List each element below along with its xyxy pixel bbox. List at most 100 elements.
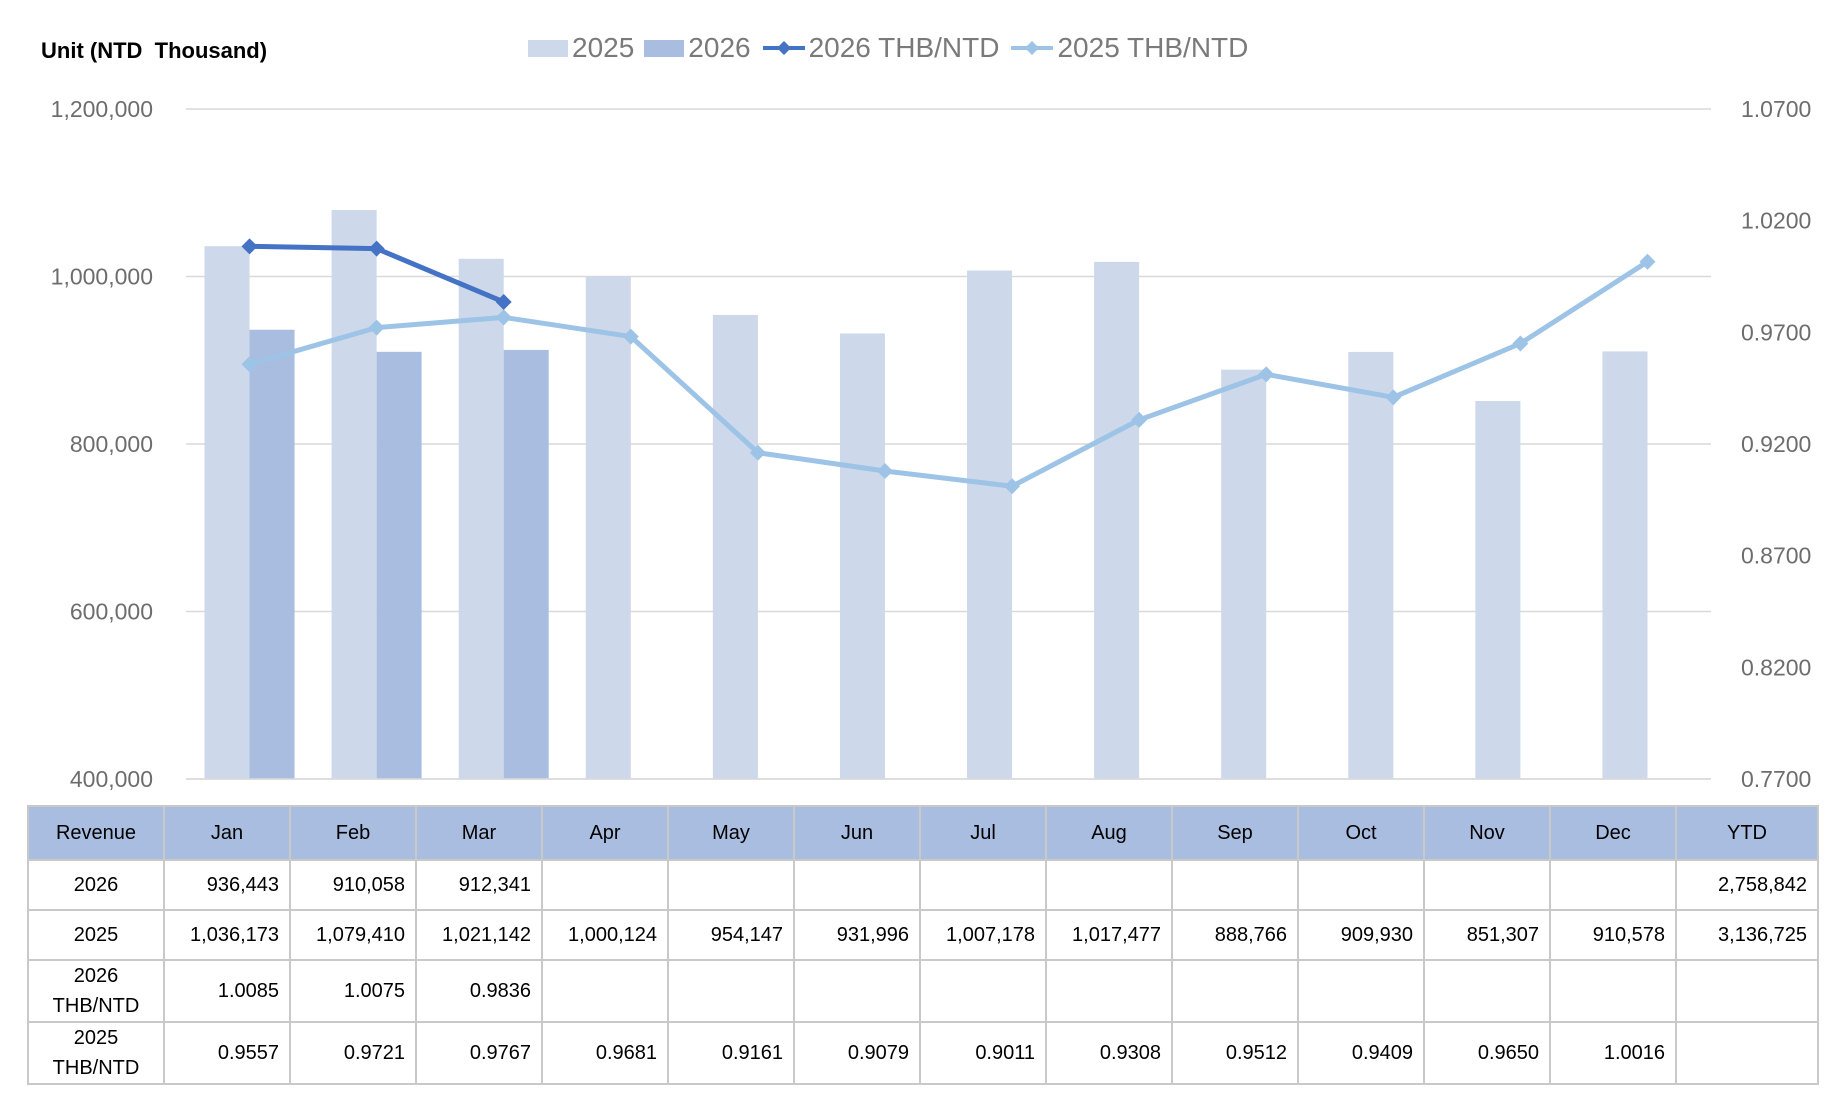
table-cell: 1.0016 [1549,1021,1677,1085]
bar-2025 [585,276,631,779]
table-cell: 888,766 [1171,909,1299,961]
table-cell: 0.9308 [1045,1021,1173,1085]
table-cell [1297,959,1425,1023]
table-cell [1045,859,1173,911]
line-marker [1639,253,1656,270]
table-header-cell: Feb [289,805,417,861]
legend-label: 2025 THB/NTD [1057,32,1249,63]
table-header-cell: Jan [163,805,291,861]
y-right-tick-label: 0.9700 [1741,319,1811,345]
y-left-tick-label: 400,000 [70,766,153,792]
table-row-label: 2026 [27,859,165,911]
table-header-cell: Oct [1297,805,1425,861]
line-marker [749,444,766,461]
table-cell [793,859,921,911]
bar-2026 [249,329,295,779]
table-row: 2025 THB/NTD 0.9557 0.9721 0.9767 0.9681 0.916… [27,1021,1819,1085]
legend-swatch [762,41,805,55]
table-cell [541,959,669,1023]
unit-label: Unit (NTD Thousand) [41,38,268,63]
y-right-tick-label: 0.8700 [1741,543,1811,569]
table-cell: 1,017,477 [1045,909,1173,961]
combo-chart: 1,200,000 1,000,000 800,000 600,000 400,000 1… [51,96,1812,792]
line-marker [241,356,258,373]
table-cell: 910,578 [1549,909,1677,961]
legend-item: 2026 [644,32,751,64]
line-marker [368,319,385,336]
y-left-tick-label: 1,000,000 [51,264,153,290]
y-left-tick-label: 600,000 [70,599,153,625]
table-cell: 1.0075 [289,959,417,1023]
bar-2025 [1602,351,1648,779]
table-cell [1549,859,1677,911]
bar-2025 [1475,401,1521,779]
legend-swatch [528,39,568,57]
legend-swatch [644,39,685,57]
table-cell [1423,959,1551,1023]
bar-2026 [503,349,549,779]
line-marker [495,309,512,326]
table-cell: 3,136,725 [1675,909,1819,961]
table-cell: 954,147 [667,909,795,961]
bar-2025 [1221,369,1267,779]
table-cell: 0.9681 [541,1021,669,1085]
line-marker [1385,389,1402,406]
table-header-cell: Aug [1045,805,1173,861]
legend-item: 2025 THB/NTD [1009,32,1248,64]
table-row: 2026 936,443 910,058 912,341 2,758,842 [27,859,1819,911]
table-cell [667,959,795,1023]
table-cell [1045,959,1173,1023]
table-cell [1675,1021,1819,1085]
y-right-tick-label: 1.0200 [1741,208,1811,234]
table-row-label: 2026 THB/NTD [27,959,165,1023]
table-cell: 910,058 [289,859,417,911]
line-marker [368,240,385,257]
table-cell: 0.9512 [1171,1021,1299,1085]
table-header-cell: Dec [1549,805,1677,861]
table-cell [1171,859,1299,911]
legend-item: 2026 THB/NTD [761,32,1000,64]
table-cell: 1,036,173 [163,909,291,961]
bar-2025 [331,209,377,779]
table-cell [1297,859,1425,911]
table-header-cell: Apr [541,805,669,861]
table-cell [793,959,921,1023]
table-cell [1549,959,1677,1023]
table-header-cell: Mar [415,805,543,861]
table-cell [919,959,1047,1023]
table-cell [541,859,669,911]
table-header-cell: Jun [793,805,921,861]
legend-swatch [1011,41,1054,55]
legend-label: 2026 THB/NTD [808,32,1000,63]
y-right-tick-label: 0.9200 [1741,431,1811,457]
table-cell: 909,930 [1297,909,1425,961]
table-cell [1675,959,1819,1023]
table-header-row: Revenue Jan Feb Mar Apr May Jun Jul Aug Sep Oct Nov… [27,805,1819,861]
table-header-cell: Nov [1423,805,1551,861]
line-marker [241,238,258,255]
bar-2025 [458,258,504,779]
bar-2025 [204,246,250,780]
table-cell [919,859,1047,911]
table-cell: 1,000,124 [541,909,669,961]
bar-2026 [376,351,422,779]
chart-legend: 2025 2026 2026 THB/NTD 2025 THB/NTD [528,30,1258,66]
bar-2025 [839,333,885,779]
line-marker [1004,478,1021,495]
table-cell: 0.9767 [415,1021,543,1085]
legend-label: 2025 [572,32,635,63]
legend-label: 2026 [688,32,751,63]
legend-item: 2025 [528,32,634,64]
y-right-tick-label: 0.7700 [1741,766,1811,792]
table-cell: 931,996 [793,909,921,961]
table-cell: 1,021,142 [415,909,543,961]
table-row: 2025 1,036,173 1,079,410 1,021,142 1,000,124… [27,909,1819,961]
table-cell: 0.9557 [163,1021,291,1085]
bar-2025 [1094,261,1140,779]
line-marker [1258,366,1275,383]
bar-2025 [967,270,1013,779]
table-cell: 912,341 [415,859,543,911]
table-cell [1171,959,1299,1023]
table-header-revenue: Revenue [27,805,165,861]
y-right-tick-label: 1.0700 [1741,96,1811,122]
